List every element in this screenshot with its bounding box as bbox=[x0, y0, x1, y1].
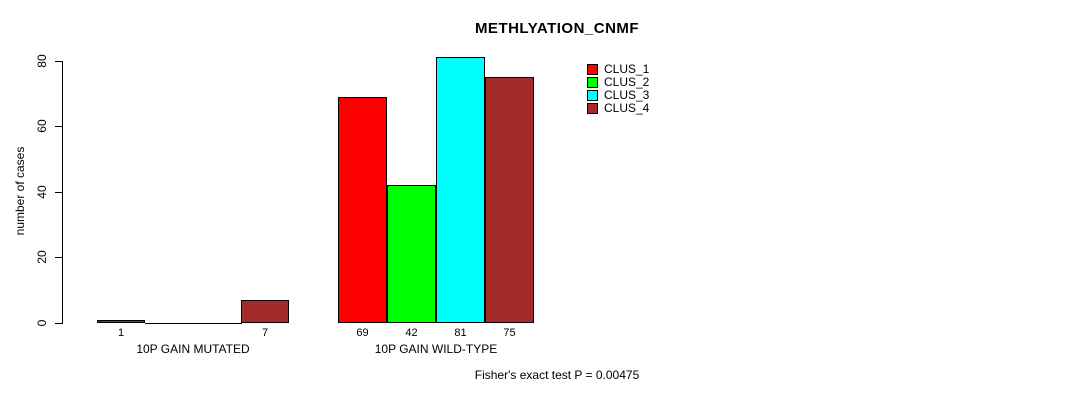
bar-value-label: 69 bbox=[356, 327, 369, 339]
y-tick-label: 20 bbox=[35, 250, 49, 264]
legend-swatch bbox=[587, 90, 598, 101]
y-tick-label: 80 bbox=[35, 54, 49, 68]
fisher-test-footnote: Fisher's exact test P = 0.00475 bbox=[474, 368, 640, 382]
y-axis-tick bbox=[55, 257, 62, 258]
bar-value-label: 81 bbox=[454, 327, 467, 339]
zero-bar bbox=[145, 323, 194, 324]
bar bbox=[241, 300, 289, 323]
bar bbox=[436, 57, 485, 323]
bar bbox=[338, 97, 387, 323]
bar-value-label: 7 bbox=[261, 327, 269, 339]
legend-swatch bbox=[587, 103, 598, 114]
y-tick-label: 60 bbox=[35, 119, 49, 133]
x-group-label: 10P GAIN WILD-TYPE bbox=[374, 342, 498, 356]
x-group-label: 10P GAIN MUTATED bbox=[136, 342, 250, 356]
zero-bar bbox=[193, 323, 242, 324]
legend-swatch bbox=[587, 64, 598, 75]
legend-label: CLUS_3 bbox=[604, 88, 650, 102]
legend-swatch bbox=[587, 77, 598, 88]
bar-value-label: 1 bbox=[117, 327, 125, 339]
bar-value-label: 42 bbox=[405, 327, 418, 339]
bar bbox=[387, 185, 436, 323]
legend-label: CLUS_4 bbox=[604, 101, 650, 115]
y-axis-tick bbox=[55, 192, 62, 193]
bar bbox=[97, 320, 145, 323]
bar bbox=[485, 77, 534, 323]
y-axis-line bbox=[62, 60, 63, 324]
legend-label: CLUS_2 bbox=[604, 75, 650, 89]
y-axis-tick bbox=[55, 126, 62, 127]
chart-title: METHLYATION_CNMF bbox=[474, 20, 640, 37]
y-tick-label: 0 bbox=[35, 319, 49, 327]
y-axis-tick bbox=[55, 323, 62, 324]
y-axis-tick bbox=[55, 61, 62, 62]
bar-value-label: 75 bbox=[503, 327, 516, 339]
y-axis-title: number of cases bbox=[13, 146, 27, 236]
legend-label: CLUS_1 bbox=[604, 62, 650, 76]
y-tick-label: 40 bbox=[35, 185, 49, 199]
